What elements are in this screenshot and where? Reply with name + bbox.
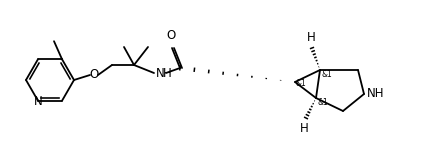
Text: &1: &1	[321, 70, 332, 79]
Text: O: O	[89, 69, 99, 81]
Text: N: N	[156, 68, 164, 80]
Text: H: H	[299, 122, 308, 135]
Text: N: N	[33, 95, 42, 108]
Text: O: O	[166, 29, 175, 42]
Text: &1: &1	[295, 79, 306, 88]
Text: H: H	[306, 31, 315, 44]
Text: NH: NH	[366, 88, 384, 100]
Text: H: H	[163, 68, 171, 80]
Text: &1: &1	[317, 98, 328, 107]
